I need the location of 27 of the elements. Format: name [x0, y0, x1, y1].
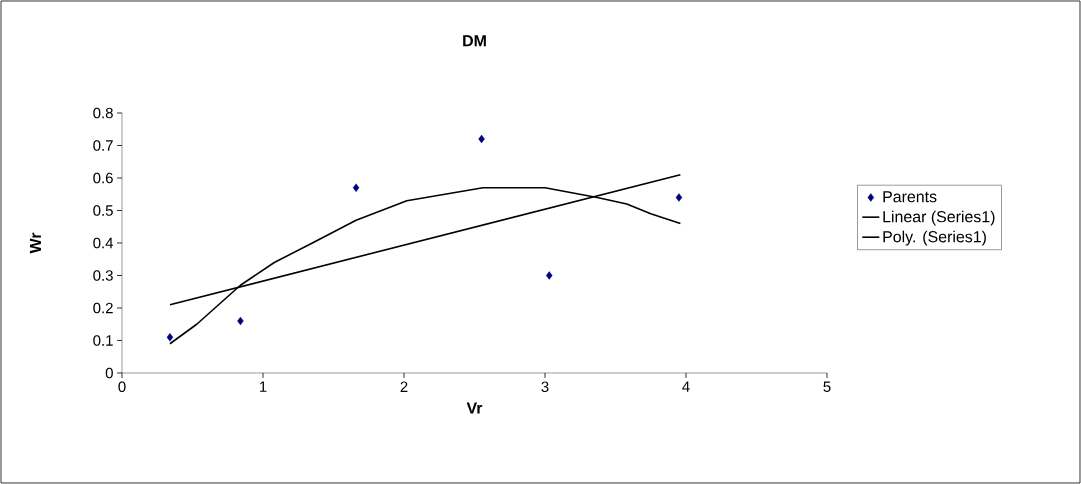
point	[352, 183, 360, 192]
x-tick-label: 1	[259, 381, 267, 392]
x-tick-label: 4	[682, 381, 690, 392]
x-axis-title: Vr	[466, 402, 483, 414]
legend-label: Linear (Series1)	[883, 210, 995, 226]
y-axis-title: Wr	[29, 232, 41, 254]
point	[546, 271, 553, 280]
x-tick-label: 5	[823, 381, 831, 392]
y-tick-label: 0.1	[93, 335, 113, 346]
point	[675, 193, 683, 202]
y-tick-label: 0.7	[93, 140, 113, 151]
y-tick-label: 0.5	[93, 205, 113, 216]
y-tick-label: 0.6	[93, 172, 113, 184]
point	[478, 134, 485, 144]
y-tick-label: 0.8	[93, 107, 113, 119]
x-tick-label: 2	[400, 381, 408, 392]
chart-title: DM	[463, 35, 486, 47]
point	[166, 333, 174, 342]
legend-label: Poly. (Series1)	[883, 230, 986, 246]
legend-label: Parents	[883, 191, 937, 203]
x-tick-label: 0	[118, 381, 126, 393]
y-tick-label: 0	[105, 367, 113, 379]
y-tick-label: 0.4	[93, 237, 114, 249]
y-tick-label: 0.2	[93, 302, 113, 314]
y-tick-label: 0.3	[93, 270, 113, 281]
point	[237, 316, 244, 326]
x-tick-label: 3	[541, 381, 549, 393]
